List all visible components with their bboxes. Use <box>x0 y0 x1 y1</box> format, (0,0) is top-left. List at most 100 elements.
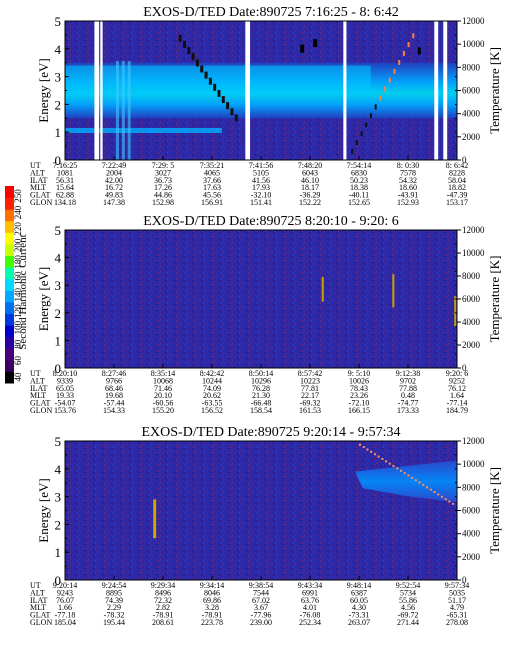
table-row-label: UT <box>30 369 41 378</box>
table-cell: 7544 <box>253 588 269 597</box>
table-cell: 9702 <box>400 376 416 385</box>
table-cell: 8: 0:30 <box>397 161 419 170</box>
panel-3: EXOS-D/TED Date:890725 9:20:14 - 9:57:34… <box>30 425 502 627</box>
table-cell: -60.56 <box>153 399 174 408</box>
temperature-trace <box>300 44 305 53</box>
table-cell: 51.17 <box>448 596 466 605</box>
table-cell: 76.12 <box>448 384 466 393</box>
table-cell: -77.18 <box>55 611 76 620</box>
colorbar-swatch <box>5 186 14 199</box>
temperature-trace <box>411 476 414 479</box>
table-cell: 147.38 <box>103 198 125 207</box>
temperature-trace <box>362 446 365 449</box>
table-cell: -54.07 <box>55 399 76 408</box>
temperature-trace <box>351 148 354 154</box>
temperature-trace <box>426 486 429 489</box>
temperature-trace <box>452 502 455 505</box>
table-cell: 8895 <box>106 588 122 597</box>
panel-2: EXOS-D/TED Date:890725 8:20:10 - 9:20: 6… <box>30 214 502 415</box>
colorbar-swatch <box>5 255 14 268</box>
table-cell: 20.10 <box>154 391 172 400</box>
y-axis-label: Energy [eV] <box>36 267 51 331</box>
table-cell: 76.28 <box>252 384 270 393</box>
table-row-label: MLT <box>30 183 46 192</box>
table-cell: 151.41 <box>250 198 272 207</box>
colorbar-swatch <box>5 371 14 384</box>
table-cell: 55.86 <box>399 596 417 605</box>
panel-title: EXOS-D/TED Date:890725 8:20:10 - 9:20: 6 <box>143 214 398 229</box>
colorbar-tick-label: 140 <box>13 287 23 301</box>
table-cell: 8046 <box>204 588 220 597</box>
y-tick-label: 0 <box>55 153 62 168</box>
temperature-trace <box>393 68 396 74</box>
emission-streak <box>392 274 395 308</box>
table-cell: 46.10 <box>301 176 319 185</box>
table-cell: 166.15 <box>348 406 370 415</box>
colorbar-swatch <box>5 232 14 245</box>
temperature-trace <box>355 139 358 145</box>
temperature-trace <box>422 483 425 486</box>
temperature-trace <box>359 443 361 446</box>
table-cell: 7:41:56 <box>249 161 273 170</box>
y2-tick-label: 8000 <box>462 271 481 281</box>
table-cell: 152.65 <box>348 198 370 207</box>
table-cell: 9:57:34 <box>445 581 469 590</box>
table-cell: 0.48 <box>401 391 415 400</box>
table-cell: -66.48 <box>251 399 272 408</box>
temperature-trace <box>402 51 405 57</box>
table-cell: 152.93 <box>397 198 419 207</box>
table-cell: 4.56 <box>401 603 415 612</box>
temperature-trace <box>379 95 382 101</box>
table-cell: 36.73 <box>154 176 172 185</box>
table-cell: 50.23 <box>350 176 368 185</box>
temperature-trace <box>370 450 373 453</box>
table-cell: 8:42:42 <box>200 369 224 378</box>
spectrogram-field <box>65 230 457 368</box>
table-cell: -73.31 <box>349 611 370 620</box>
colorbar-swatch <box>5 278 14 291</box>
table-cell: 2.29 <box>107 603 121 612</box>
colorbar-tick-label: 220 <box>13 222 23 236</box>
table-cell: 7:22:49 <box>102 161 126 170</box>
temperature-trace <box>399 469 402 472</box>
table-cell: 17.93 <box>252 183 270 192</box>
emission-streak <box>321 276 324 302</box>
temperature-trace <box>226 102 230 110</box>
table-cell: 8:35:14 <box>151 369 175 378</box>
table-cell: 153.76 <box>54 406 76 415</box>
temperature-trace <box>384 86 387 92</box>
table-cell: 8:50:14 <box>249 369 273 378</box>
table-cell: 252.34 <box>299 618 321 627</box>
y2-axis-label: Temperature [K] <box>487 467 502 554</box>
spectrogram-field <box>65 441 457 580</box>
table-cell: -74.77 <box>398 399 419 408</box>
temperature-trace <box>407 474 410 477</box>
data-gap <box>443 21 448 160</box>
emission-streak <box>153 499 157 539</box>
colorbar-swatch <box>5 267 14 280</box>
table-cell: 45.56 <box>203 191 221 200</box>
table-row-label: GLAT <box>30 191 51 200</box>
table-cell: 5035 <box>449 588 465 597</box>
table-row-label: GLAT <box>30 399 51 408</box>
data-gap <box>245 21 251 160</box>
table-cell: 9:38:54 <box>249 581 273 590</box>
table-cell: -72.10 <box>349 399 370 408</box>
y-tick-label: 4 <box>55 462 62 477</box>
table-row-label: GLON <box>30 406 52 415</box>
y2-axis-label: Temperature [K] <box>487 256 502 343</box>
temperature-trace <box>373 453 376 456</box>
y2-tick-label: 2000 <box>462 552 481 562</box>
table-cell: -78.32 <box>104 611 125 620</box>
y2-tick-label: 4000 <box>462 529 481 539</box>
table-cell: 263.07 <box>348 618 370 627</box>
table-cell: 18.38 <box>350 183 368 192</box>
table-cell: 173.33 <box>397 406 419 415</box>
table-cell: 195.44 <box>103 618 125 627</box>
y-tick-label: 5 <box>55 434 62 449</box>
temperature-trace <box>429 488 432 491</box>
table-cell: 41.56 <box>252 176 270 185</box>
table-cell: 156.91 <box>201 198 223 207</box>
table-cell: 44.86 <box>154 191 172 200</box>
table-row-label: MLT <box>30 603 46 612</box>
